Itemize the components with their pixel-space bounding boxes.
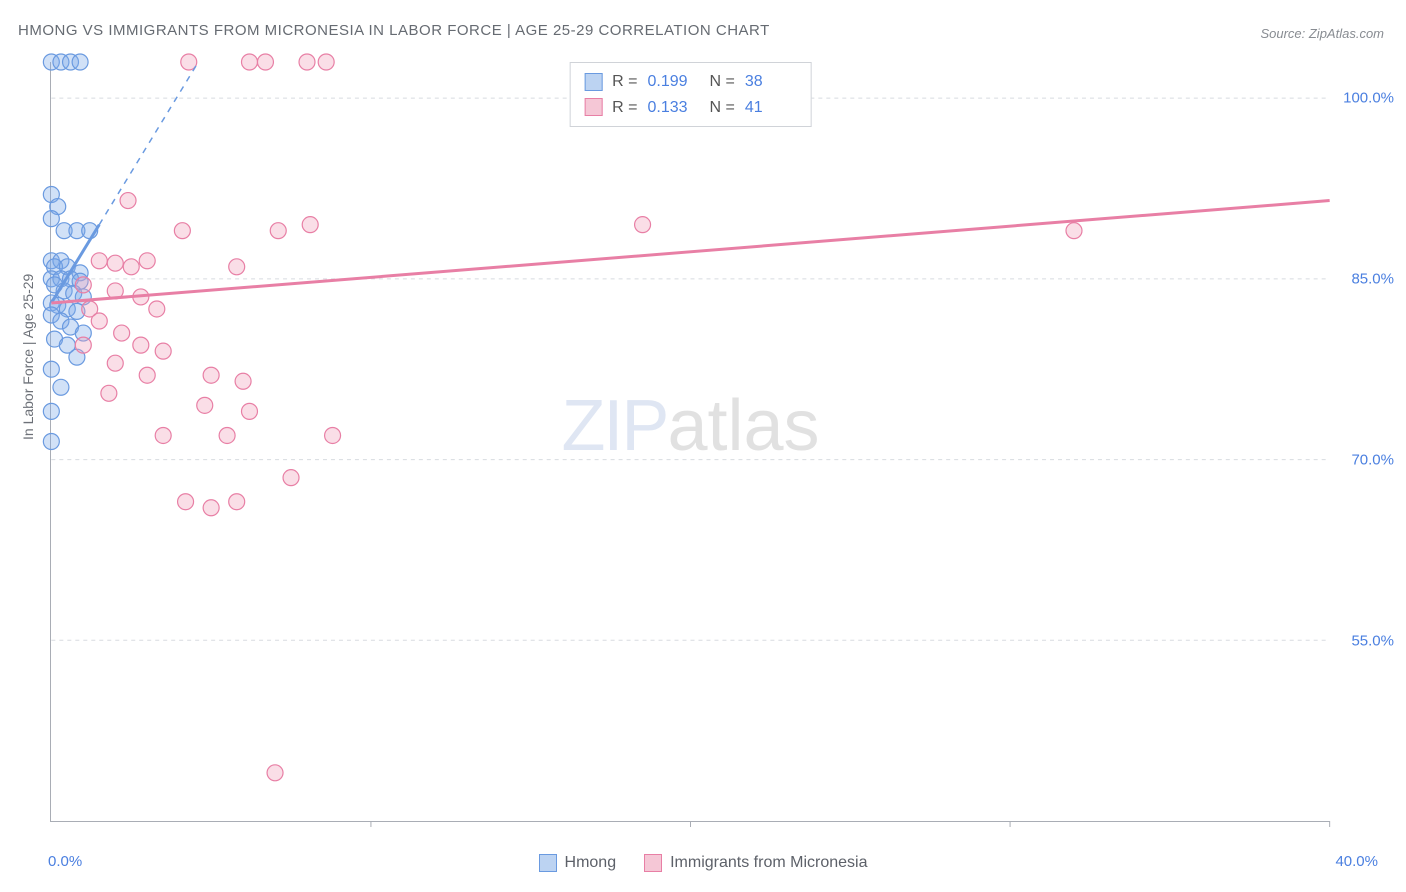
y-tick-label: 85.0% [1336, 271, 1394, 288]
stat-n-value: 38 [745, 69, 797, 95]
stat-n-label: N = [710, 95, 735, 121]
stat-r-label: R = [612, 69, 637, 95]
stat-r-value: 0.133 [648, 95, 700, 121]
legend-item: Hmong [539, 854, 617, 872]
source-attribution: Source: ZipAtlas.com [1260, 26, 1384, 41]
stat-n-label: N = [710, 69, 735, 95]
stat-n-value: 41 [745, 95, 797, 121]
y-tick-label: 70.0% [1336, 452, 1394, 469]
bottom-legend: Hmong Immigrants from Micronesia [0, 854, 1406, 872]
y-tick-label: 55.0% [1336, 633, 1394, 650]
chart-title: HMONG VS IMMIGRANTS FROM MICRONESIA IN L… [18, 22, 770, 39]
legend-label: Hmong [565, 854, 617, 872]
legend-swatch [539, 854, 557, 872]
legend-label: Immigrants from Micronesia [670, 854, 867, 872]
legend-swatch [644, 854, 662, 872]
legend-swatch [584, 73, 602, 91]
plot-area: ZIPatlas R =0.199N =38R =0.133N =41 55.0… [50, 62, 1330, 822]
stat-r-value: 0.199 [648, 69, 700, 95]
plot-svg [51, 62, 1330, 821]
y-tick-label: 100.0% [1336, 90, 1394, 107]
legend-swatch [584, 98, 602, 116]
legend-item: Immigrants from Micronesia [644, 854, 867, 872]
stats-row: R = 0.133 N = 41 [584, 95, 797, 121]
stats-row: R = 0.199 N = 38 [584, 69, 797, 95]
stats-legend-box: R = 0.199 N = 38 R = 0.133 N = 41 [569, 62, 812, 127]
stat-r-label: R = [612, 95, 637, 121]
y-axis-title: In Labor Force | Age 25-29 [20, 274, 36, 440]
